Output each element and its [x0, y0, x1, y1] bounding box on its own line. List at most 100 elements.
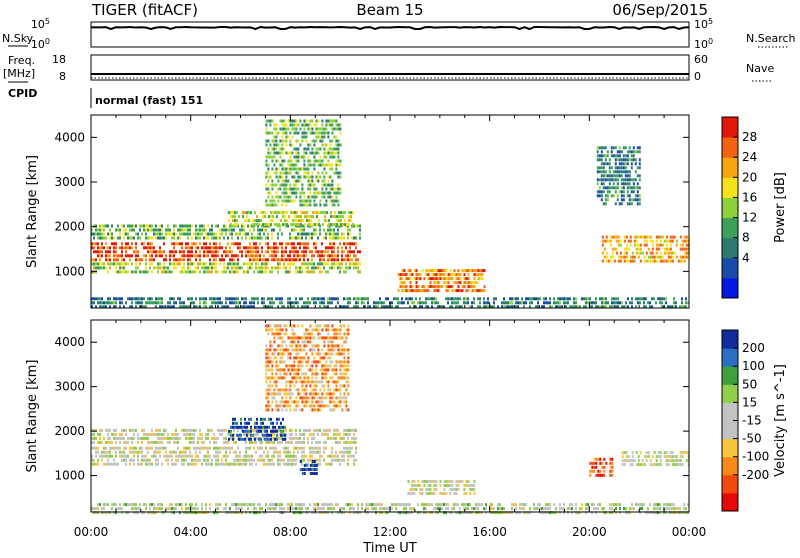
data-cell	[127, 262, 129, 265]
data-cell	[631, 162, 633, 165]
data-cell	[109, 447, 111, 450]
data-cell	[339, 396, 341, 399]
data-cell	[187, 297, 189, 300]
data-cell	[289, 233, 291, 236]
data-cell	[435, 297, 437, 300]
data-cell	[331, 140, 333, 143]
data-cell	[311, 266, 313, 269]
data-cell	[283, 172, 285, 175]
data-cell	[359, 250, 361, 253]
data-cell	[258, 430, 260, 433]
data-cell	[185, 233, 187, 236]
data-cell	[603, 182, 605, 185]
data-cell	[127, 441, 129, 444]
data-cell	[595, 297, 597, 300]
data-cell	[309, 124, 311, 127]
data-cell	[271, 237, 273, 240]
data-cell	[299, 356, 301, 359]
data-cell	[267, 376, 269, 379]
data-cell	[233, 258, 235, 261]
data-cell	[285, 404, 287, 407]
data-cell	[303, 344, 305, 347]
data-cell	[351, 441, 353, 444]
data-cell	[352, 211, 354, 214]
data-cell	[298, 219, 300, 222]
data-cell	[165, 451, 167, 454]
data-cell	[187, 262, 189, 265]
data-cell	[262, 418, 264, 421]
data-cell	[337, 233, 339, 236]
data-cell	[273, 356, 275, 359]
data-cell	[137, 233, 139, 236]
data-cell	[251, 503, 253, 506]
data-cell	[345, 360, 347, 363]
data-cell	[373, 301, 375, 304]
data-cell	[265, 503, 267, 506]
data-cell	[234, 211, 236, 214]
data-cell	[249, 503, 251, 506]
data-cell	[284, 438, 286, 441]
data-cell	[608, 260, 610, 263]
data-cell	[153, 455, 155, 458]
data-cell	[181, 451, 183, 454]
data-cell	[333, 229, 335, 232]
data-cell	[631, 202, 633, 205]
data-cell	[279, 344, 281, 347]
data-cell	[123, 233, 125, 236]
data-cell	[191, 455, 193, 458]
data-cell	[658, 244, 660, 247]
data-cell	[597, 166, 599, 169]
data-cell	[309, 184, 311, 187]
data-cell	[173, 246, 175, 249]
data-cell	[267, 408, 269, 411]
data-cell	[193, 301, 195, 304]
data-cell	[503, 297, 505, 300]
data-cell	[273, 148, 275, 151]
data-cell	[281, 441, 283, 444]
data-cell	[230, 426, 232, 429]
data-cell	[261, 266, 263, 269]
data-cell	[335, 237, 337, 240]
data-cell	[131, 229, 133, 232]
data-cell	[680, 451, 682, 454]
data-cell	[225, 250, 227, 253]
data-cell	[331, 324, 333, 327]
data-cell	[191, 301, 193, 304]
data-cell	[281, 180, 283, 183]
data-cell	[438, 273, 440, 276]
data-cell	[275, 408, 277, 411]
data-cell	[175, 437, 177, 440]
data-cell	[295, 447, 297, 450]
data-cell	[267, 204, 269, 207]
data-cell	[293, 128, 295, 131]
data-cell	[259, 459, 261, 462]
data-cell	[283, 451, 285, 454]
freq-unit: [MHz]	[3, 67, 35, 80]
data-cell	[341, 344, 343, 347]
data-cell	[267, 233, 269, 236]
data-cell	[115, 451, 117, 454]
data-cell	[257, 459, 259, 462]
data-cell	[275, 447, 277, 450]
data-cell	[329, 463, 331, 466]
data-cell	[329, 266, 331, 269]
data-cell	[139, 229, 141, 232]
data-cell	[624, 252, 626, 255]
data-cell	[622, 455, 624, 458]
data-cell	[329, 164, 331, 167]
data-cell	[171, 455, 173, 458]
data-cell	[157, 507, 159, 510]
data-cell	[282, 215, 284, 218]
data-cell	[402, 277, 404, 280]
data-cell	[603, 178, 605, 181]
data-cell	[266, 438, 268, 441]
data-cell	[632, 256, 634, 259]
data-cell	[232, 438, 234, 441]
data-cell	[335, 459, 337, 462]
data-cell	[151, 258, 153, 261]
data-cell	[175, 258, 177, 261]
data-cell	[303, 348, 305, 351]
data-cell	[275, 132, 277, 135]
data-cell	[413, 480, 415, 483]
data-cell	[285, 372, 287, 375]
